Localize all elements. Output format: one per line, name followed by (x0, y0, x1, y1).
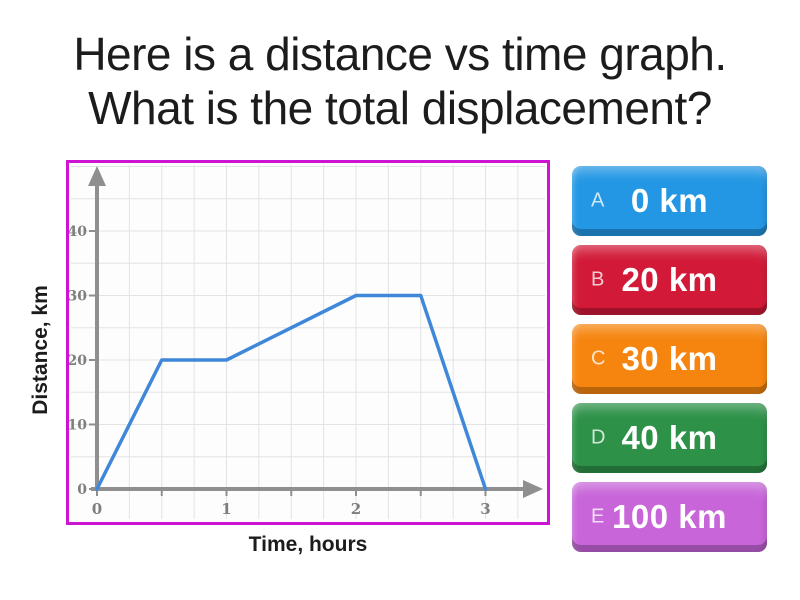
answer-list: A 0 km B 20 km C 30 km D 40 km E 100 km (572, 166, 767, 552)
answer-label-c: 30 km (621, 340, 718, 377)
answer-option-a[interactable]: A 0 km (572, 166, 767, 236)
answer-option-d[interactable]: D 40 km (572, 403, 767, 473)
svg-text:3: 3 (480, 500, 490, 518)
distance-time-graph: 0 10 20 30 40 0 1 2 3 (66, 160, 550, 525)
svg-text:1: 1 (221, 500, 231, 518)
svg-text:2: 2 (351, 500, 361, 518)
svg-text:0: 0 (77, 482, 87, 498)
answer-label-a: 0 km (630, 182, 709, 219)
svg-text:40: 40 (69, 224, 87, 240)
svg-text:10: 10 (69, 418, 87, 434)
question-title-line1: Here is a distance vs time graph. (73, 28, 727, 80)
answer-letter-a: A (591, 189, 605, 212)
svg-text:0: 0 (92, 500, 102, 518)
question-title-line2: What is the total displacement? (88, 81, 712, 134)
answer-option-b[interactable]: B 20 km (572, 245, 767, 315)
answer-letter-d: D (591, 426, 606, 449)
answer-option-c[interactable]: C 30 km (572, 324, 767, 394)
answer-label-b: 20 km (621, 261, 718, 298)
svg-text:30: 30 (69, 289, 87, 305)
answer-letter-b: B (591, 268, 605, 291)
x-axis-label: Time, hours (248, 533, 368, 556)
answer-label-e: 100 km (612, 498, 727, 535)
answer-letter-e: E (591, 505, 605, 528)
answer-letter-c: C (591, 347, 606, 370)
y-axis-label: Distance, km (29, 285, 52, 415)
svg-text:20: 20 (69, 353, 87, 369)
line-chart-svg: 0 10 20 30 40 0 1 2 3 (69, 165, 545, 519)
answer-option-e[interactable]: E 100 km (572, 482, 767, 552)
answer-label-d: 40 km (621, 419, 718, 456)
question-title: Here is a distance vs time graph. What i… (0, 28, 800, 136)
